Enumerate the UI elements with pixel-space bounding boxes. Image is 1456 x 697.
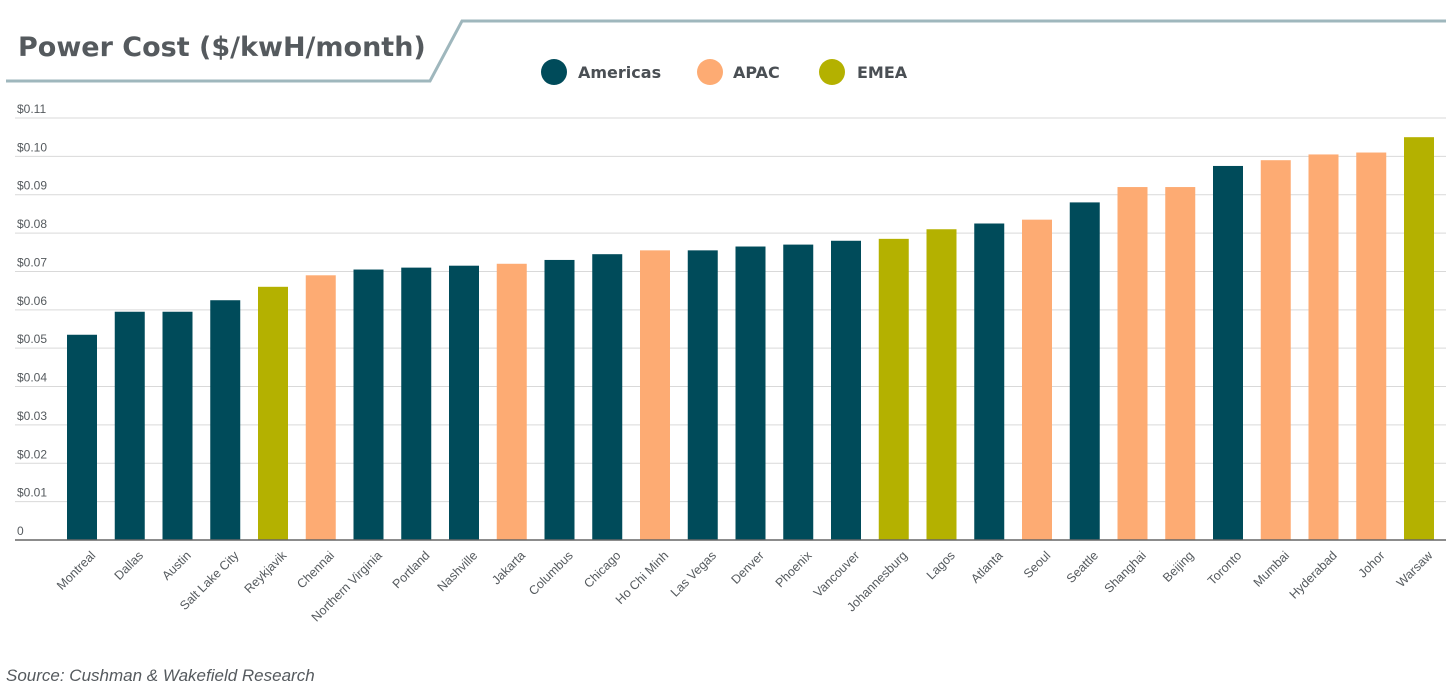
x-tick-label: Beijing bbox=[1160, 548, 1196, 584]
x-tick-label: Lagos bbox=[924, 548, 958, 582]
legend-label-emea: EMEA bbox=[857, 63, 908, 82]
x-tick-label: Seoul bbox=[1021, 548, 1054, 581]
y-tick-label: $0.07 bbox=[17, 255, 47, 269]
x-tick-label: Montreal bbox=[54, 548, 98, 592]
legend-label-americas: Americas bbox=[578, 63, 661, 82]
y-tick-label: $0.04 bbox=[17, 371, 47, 385]
bar-warsaw bbox=[1404, 137, 1434, 540]
legend-swatch-americas bbox=[541, 59, 567, 85]
legend-item-americas: Americas bbox=[541, 59, 661, 85]
bar-chicago bbox=[592, 254, 623, 540]
legend-label-apac: APAC bbox=[733, 63, 780, 82]
y-tick-label: $0.09 bbox=[17, 179, 47, 193]
bar-toronto bbox=[1213, 165, 1243, 541]
legend-item-apac: APAC bbox=[697, 59, 780, 85]
bar-montreal bbox=[67, 334, 97, 540]
y-tick-label: $0.01 bbox=[17, 486, 47, 500]
bar-ho-chi-minh bbox=[640, 250, 670, 540]
bar-columbus bbox=[544, 259, 575, 540]
bar-shanghai bbox=[1117, 187, 1148, 540]
bar-nashville bbox=[449, 265, 479, 540]
bar-chennai bbox=[305, 275, 336, 540]
source-note: Source: Cushman & Wakefield Research bbox=[6, 666, 315, 685]
gridlines bbox=[15, 117, 1446, 503]
bar-mumbai bbox=[1260, 160, 1291, 540]
x-tick-label: Reykjavik bbox=[242, 548, 290, 596]
x-tick-label: Las Vegas bbox=[668, 548, 719, 599]
y-tick-label: $0.05 bbox=[17, 332, 47, 346]
bar-seattle bbox=[1069, 202, 1100, 540]
chart-title: Power Cost ($/kwH/month) bbox=[18, 32, 426, 63]
bar-reykjavik bbox=[258, 286, 288, 540]
x-tick-label: Phoenix bbox=[773, 548, 815, 590]
bar-johannesburg bbox=[878, 238, 909, 540]
bar-jakarta bbox=[496, 263, 527, 540]
legend-swatch-emea bbox=[819, 59, 845, 85]
x-tick-label: Portland bbox=[390, 548, 433, 591]
x-tick-label: Mumbai bbox=[1251, 548, 1292, 589]
x-tick-label: Jakarta bbox=[489, 548, 528, 587]
legend-swatch-apac bbox=[697, 59, 723, 85]
x-tick-label: Vancouver bbox=[811, 548, 863, 600]
y-tick-label: $0.08 bbox=[17, 217, 47, 231]
x-tick-label: Warsaw bbox=[1394, 548, 1436, 590]
x-tick-label: Dallas bbox=[112, 548, 146, 582]
y-tick-label: $0.11 bbox=[17, 102, 46, 116]
x-tick-label: Chicago bbox=[581, 548, 623, 590]
bar-austin bbox=[162, 311, 193, 540]
bar-vancouver bbox=[831, 240, 861, 540]
y-tick-label: $0.10 bbox=[17, 140, 47, 154]
legend: Americas APAC EMEA bbox=[541, 59, 908, 85]
bar-portland bbox=[401, 267, 432, 540]
x-tick-label: Austin bbox=[159, 548, 193, 582]
bar-northern-virginia bbox=[353, 269, 384, 540]
x-tick-label: Johor bbox=[1356, 548, 1388, 580]
x-tick-label: Columbus bbox=[526, 548, 576, 598]
x-tick-label: Atlanta bbox=[968, 548, 1005, 585]
bar-phoenix bbox=[783, 244, 814, 540]
bar-seoul bbox=[1022, 219, 1052, 540]
x-tick-label: Hyderabad bbox=[1287, 548, 1340, 601]
y-axis-ticks: 0 $0.01 $0.02 $0.03 $0.04 $0.05 $0.06 $0.07 $0.0… bbox=[17, 102, 47, 538]
bar-denver bbox=[735, 246, 766, 540]
x-tick-label: Nashville bbox=[435, 548, 481, 594]
bar-johor bbox=[1356, 152, 1387, 540]
bar-salt-lake-city bbox=[210, 300, 241, 540]
legend-item-emea: EMEA bbox=[819, 59, 908, 85]
y-tick-label: $0.02 bbox=[17, 447, 47, 461]
bar-lagos bbox=[926, 229, 957, 540]
bar-las-vegas bbox=[687, 250, 718, 540]
x-tick-label: Shanghai bbox=[1102, 548, 1149, 595]
x-tick-label: Denver bbox=[728, 548, 766, 586]
x-tick-label: Toronto bbox=[1205, 548, 1244, 587]
title-frame bbox=[6, 19, 1446, 83]
y-tick-label: $0.06 bbox=[17, 294, 47, 308]
x-tick-label: Seattle bbox=[1064, 548, 1101, 585]
y-tick-label: 0 bbox=[17, 524, 24, 538]
bar-beijing bbox=[1165, 187, 1196, 540]
bar-atlanta bbox=[974, 223, 1005, 540]
bar-dallas bbox=[114, 311, 145, 540]
bars bbox=[67, 137, 1434, 541]
bar-hyderabad bbox=[1308, 154, 1339, 541]
x-tick-label: Chennai bbox=[294, 548, 337, 591]
y-tick-label: $0.03 bbox=[17, 409, 47, 423]
